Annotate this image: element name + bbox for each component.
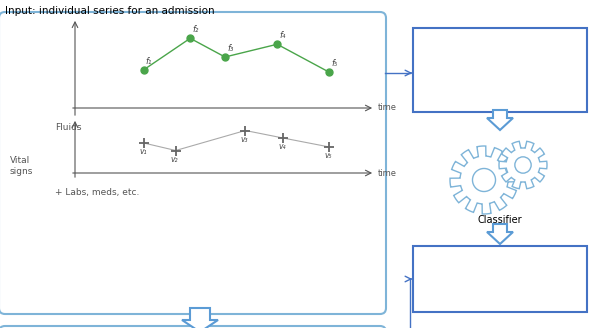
Text: Classifier: Classifier	[478, 215, 522, 225]
FancyBboxPatch shape	[0, 326, 386, 328]
Polygon shape	[487, 110, 513, 130]
Text: v₁: v₁	[139, 147, 147, 156]
Text: time: time	[378, 104, 397, 113]
FancyBboxPatch shape	[0, 12, 386, 314]
Text: time: time	[378, 169, 397, 177]
Text: f₄: f₄	[279, 31, 286, 40]
Text: Extracted
streaming features
and target labels: Extracted streaming features and target …	[457, 54, 543, 86]
Text: Fluids: Fluids	[55, 123, 81, 132]
Polygon shape	[182, 308, 218, 328]
Text: f₁: f₁	[146, 57, 152, 66]
FancyBboxPatch shape	[413, 246, 587, 312]
Text: v₅: v₅	[325, 151, 332, 160]
Text: f₅: f₅	[331, 59, 338, 68]
Circle shape	[515, 157, 531, 173]
Text: f₃: f₃	[227, 44, 233, 53]
Circle shape	[472, 169, 495, 192]
Text: v₃: v₃	[241, 134, 248, 144]
Text: v₄: v₄	[278, 142, 286, 151]
Text: Vital
signs: Vital signs	[10, 156, 33, 176]
Polygon shape	[450, 146, 518, 214]
Text: Input: individual series for an admission: Input: individual series for an admissio…	[5, 6, 214, 16]
Text: + Labs, meds, etc.: + Labs, meds, etc.	[55, 189, 140, 197]
Text: Learned
model: Learned model	[479, 267, 521, 291]
Polygon shape	[499, 141, 547, 189]
Polygon shape	[487, 224, 513, 244]
Text: f₂: f₂	[192, 25, 198, 34]
Text: v₂: v₂	[171, 154, 178, 163]
FancyBboxPatch shape	[413, 28, 587, 112]
